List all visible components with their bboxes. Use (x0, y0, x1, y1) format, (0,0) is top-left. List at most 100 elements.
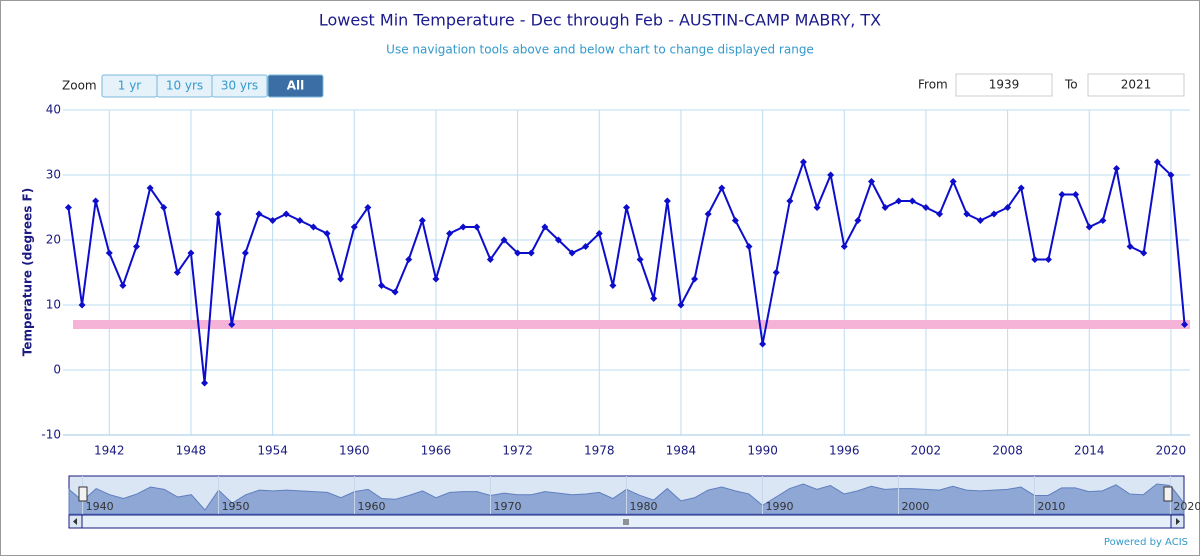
point-marker (486, 256, 494, 263)
x-tick-label: 2020 (1156, 444, 1187, 458)
y-axis-label: Temperature (degrees F) (21, 188, 35, 357)
point-marker (813, 204, 821, 211)
navigator-tick-label: 1960 (358, 500, 386, 513)
point-marker (786, 197, 794, 205)
point-marker (405, 256, 413, 263)
point-marker (1072, 191, 1080, 198)
point-marker (255, 210, 263, 218)
point-marker (350, 223, 358, 231)
point-marker (663, 197, 671, 205)
navigator-tick-label: 2020 (1173, 500, 1200, 513)
x-tick-label: 1984 (666, 444, 697, 458)
point-marker (772, 269, 780, 276)
navigator-tick-label: 1980 (630, 500, 658, 513)
point-marker (1181, 321, 1189, 328)
point-marker (1031, 256, 1039, 263)
point-marker (459, 223, 467, 231)
x-tick-label: 1948 (176, 444, 207, 458)
point-marker (636, 256, 644, 263)
point-marker (105, 249, 113, 257)
point-marker (718, 184, 726, 192)
point-marker (976, 217, 984, 224)
point-marker (446, 230, 454, 237)
point-marker (595, 230, 603, 237)
point-marker (1167, 171, 1175, 179)
chart-subtitle: Use navigation tools above and below cha… (386, 43, 814, 57)
point-marker (1085, 223, 1093, 231)
point-marker (840, 243, 848, 250)
point-marker (364, 204, 372, 211)
point-marker (1099, 217, 1107, 224)
point-marker (745, 243, 753, 250)
zoom-button-label[interactable]: 30 yrs (221, 79, 258, 93)
point-marker (1004, 204, 1012, 211)
point-marker (269, 217, 277, 224)
scroll-arrow (1176, 518, 1180, 525)
point-marker (691, 275, 699, 283)
point-marker (201, 379, 209, 387)
point-marker (704, 210, 712, 218)
y-tick-label: 20 (46, 233, 61, 247)
point-marker (731, 217, 739, 224)
scroll-arrow (73, 518, 77, 525)
y-tick-label: 10 (46, 298, 61, 312)
from-value[interactable]: 1939 (989, 78, 1020, 92)
point-marker (799, 158, 807, 166)
point-marker (1126, 243, 1134, 250)
point-marker (160, 204, 168, 211)
navigator-handle[interactable] (78, 486, 88, 502)
point-marker (214, 210, 222, 218)
y-tick-label: 0 (53, 363, 61, 377)
point-marker (323, 230, 331, 237)
navigator-tick-label: 1970 (494, 500, 522, 513)
zoom-button-label[interactable]: All (287, 79, 305, 93)
point-marker (936, 210, 944, 218)
point-marker (1113, 165, 1120, 172)
point-marker (241, 249, 249, 257)
point-marker (922, 204, 930, 211)
navigator-tick-label: 1940 (86, 500, 114, 513)
x-tick-label: 1966 (421, 444, 452, 458)
point-marker (759, 340, 767, 348)
point-marker (309, 223, 317, 231)
navigator-handle[interactable] (1163, 486, 1173, 502)
x-tick-label: 2002 (911, 444, 942, 458)
point-marker (296, 217, 304, 224)
x-tick-label: 1978 (584, 444, 615, 458)
point-marker (228, 321, 236, 328)
zoom-button[interactable] (211, 74, 268, 98)
point-marker (963, 210, 971, 218)
to-value[interactable]: 2021 (1121, 78, 1152, 92)
zoom-label: Zoom (62, 79, 97, 93)
zoom-button-label[interactable]: 10 yrs (166, 79, 203, 93)
zoom-button[interactable] (267, 74, 324, 98)
point-marker (895, 197, 903, 205)
point-marker (881, 204, 889, 211)
point-marker (677, 301, 685, 309)
y-tick-label: 30 (46, 168, 61, 182)
y-tick-label: -10 (41, 428, 61, 442)
point-marker (133, 243, 140, 250)
point-marker (650, 295, 658, 302)
point-marker (827, 171, 835, 179)
navigator-tick-label: 2010 (1037, 500, 1065, 513)
point-marker (473, 223, 481, 231)
x-tick-label: 2014 (1074, 444, 1105, 458)
zoom-button-label[interactable]: 1 yr (118, 79, 142, 93)
point-marker (1140, 249, 1148, 257)
x-tick-label: 1960 (339, 444, 370, 458)
credit[interactable]: Powered by ACIS (1104, 537, 1188, 548)
point-marker (378, 282, 385, 289)
y-tick-label: 40 (46, 103, 61, 117)
chart-title: Lowest Min Temperature - Dec through Feb… (319, 11, 881, 30)
point-marker (92, 197, 100, 205)
from-label: From (918, 78, 948, 92)
point-marker (500, 236, 508, 244)
plot-line (73, 320, 1190, 329)
point-marker (527, 249, 535, 257)
point-marker (990, 210, 998, 218)
from-input[interactable] (955, 73, 1053, 97)
point-marker (432, 275, 440, 283)
to-input[interactable] (1087, 73, 1185, 97)
